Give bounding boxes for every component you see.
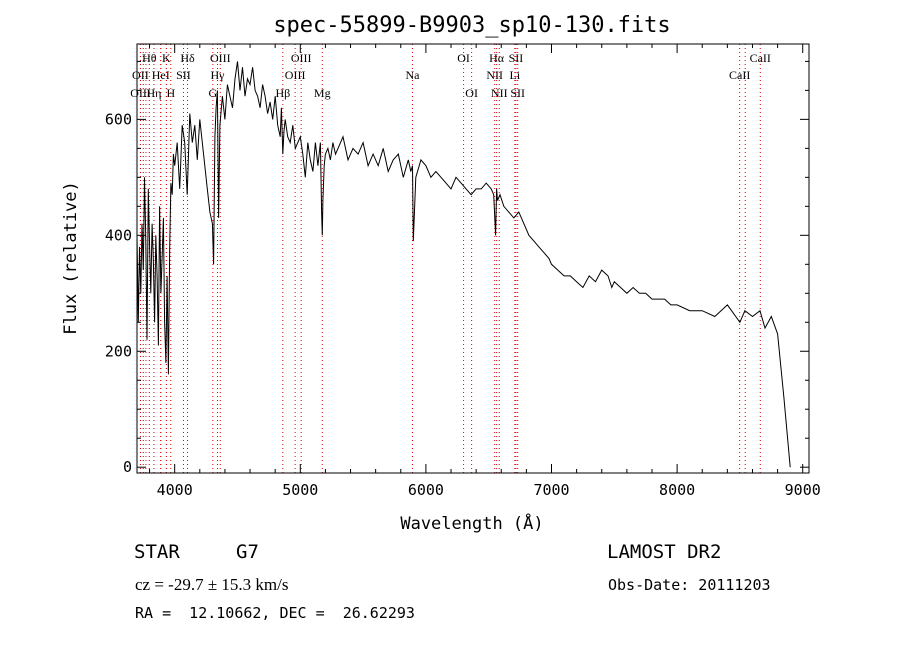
- y-tick-label: 400: [105, 226, 132, 244]
- line-marker-label: CaII: [729, 68, 750, 82]
- line-marker-label: SII: [509, 51, 524, 65]
- line-marker-label: OII: [132, 68, 149, 82]
- x-tick-label: 5000: [282, 481, 318, 499]
- obs-date: Obs-Date: 20111203: [608, 576, 771, 594]
- line-marker-label: OIII: [291, 51, 312, 65]
- line-marker-label: NII: [486, 68, 503, 82]
- line-marker-label: Mg: [314, 86, 331, 100]
- x-tick-label: 4000: [157, 481, 193, 499]
- line-marker-label: SII: [510, 86, 525, 100]
- x-tick-label: 9000: [785, 481, 821, 499]
- line-marker-label: OIII: [130, 86, 151, 100]
- y-tick-label: 200: [105, 342, 132, 360]
- y-tick-label: 600: [105, 110, 132, 128]
- line-marker-label: Hη: [146, 86, 161, 100]
- survey-name: LAMOST DR2: [607, 541, 722, 563]
- x-axis: 4000 5000 6000 7000 8000 9000: [149, 44, 821, 499]
- object-class: STAR: [134, 541, 180, 563]
- line-marker-label: Hθ: [142, 51, 157, 65]
- line-marker-label: OIII: [285, 68, 306, 82]
- coordinates-text: RA = 12.10662, DEC = 26.62293: [135, 604, 415, 622]
- line-marker-label: NII: [491, 86, 508, 100]
- line-marker-label: Na: [405, 68, 420, 82]
- y-axis-label: Flux (relative): [61, 181, 81, 335]
- x-tick-label: 8000: [659, 481, 695, 499]
- x-tick-label: 6000: [408, 481, 444, 499]
- line-marker-label: H: [166, 86, 175, 100]
- redshift-text: cz = -29.7 ± 15.3 km/s: [135, 575, 289, 594]
- line-marker-label: OI: [457, 51, 470, 65]
- chart-title: spec-55899-B9903_sp10-130.fits: [273, 13, 670, 38]
- line-marker-label: Li: [509, 68, 520, 82]
- line-marker-label: K: [162, 51, 171, 65]
- x-axis-label: Wavelength (Å): [400, 512, 543, 534]
- plot-frame: [136, 43, 810, 474]
- line-marker-label: HeI: [152, 68, 170, 82]
- line-marker-label: Hδ: [180, 51, 195, 65]
- line-marker-label: Hγ: [211, 68, 226, 82]
- line-marker-label: OIII: [210, 51, 231, 65]
- object-subclass: G7: [236, 541, 259, 563]
- y-tick-label: 0: [123, 458, 132, 476]
- line-marker-label: OI: [465, 86, 478, 100]
- line-marker-label: Hα: [489, 51, 505, 65]
- line-marker-label: SII: [176, 68, 191, 82]
- line-markers: [139, 44, 761, 473]
- line-marker-label: Hβ: [275, 86, 290, 100]
- y-axis: 0 200 400 600: [105, 60, 809, 476]
- line-marker-label: CaII: [750, 51, 771, 65]
- line-marker-label: G: [209, 86, 218, 100]
- spectrum-line: [136, 61, 791, 468]
- x-tick-label: 7000: [533, 481, 569, 499]
